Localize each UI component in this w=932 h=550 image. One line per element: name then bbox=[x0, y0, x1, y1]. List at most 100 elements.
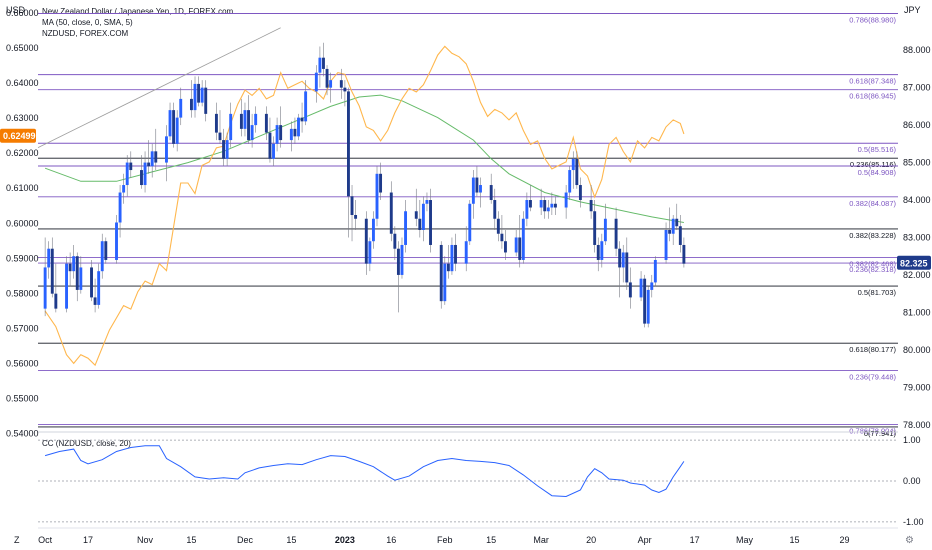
candle-body bbox=[172, 110, 176, 144]
candle-body bbox=[543, 200, 547, 212]
candle-body bbox=[489, 185, 493, 201]
candle-body bbox=[189, 98, 193, 111]
candle-body bbox=[247, 110, 250, 141]
fib-level-label: 0.236(79.448) bbox=[849, 373, 896, 382]
candle-body bbox=[539, 200, 543, 208]
candle-body bbox=[179, 98, 183, 118]
candle-body bbox=[621, 252, 625, 268]
right-axis-tick: 86.000 bbox=[903, 120, 931, 130]
candle-body bbox=[229, 113, 233, 141]
candle-body bbox=[272, 143, 275, 159]
candle-body bbox=[479, 185, 482, 193]
right-axis-tick: 83.000 bbox=[903, 232, 931, 242]
candle-body bbox=[343, 87, 347, 92]
fib-level-label: 0.786(88.980) bbox=[849, 15, 896, 24]
right-axis-tick: 88.000 bbox=[903, 45, 931, 55]
left-axis-tick: 0.62000 bbox=[6, 148, 39, 158]
candle-body bbox=[250, 125, 254, 141]
candle-body bbox=[347, 91, 350, 197]
candle-body bbox=[297, 117, 300, 137]
candle-body bbox=[675, 218, 679, 227]
fib-level-label: 0.618(80.177) bbox=[849, 345, 896, 354]
candle-body bbox=[75, 256, 79, 290]
candle-body bbox=[204, 87, 208, 114]
cc-series-line bbox=[44, 445, 685, 498]
settings-gear-icon[interactable]: ⚙ bbox=[905, 535, 914, 546]
candle-body bbox=[125, 162, 129, 186]
fib-level-label: 0.382(84.087) bbox=[849, 199, 896, 208]
candle-body bbox=[140, 170, 143, 186]
timezone-icon[interactable]: Z bbox=[14, 535, 20, 545]
left-axis-tick: 0.64000 bbox=[6, 78, 39, 88]
candle-body bbox=[268, 132, 272, 159]
x-axis-tick: Feb bbox=[437, 535, 453, 545]
candle-body bbox=[682, 244, 686, 264]
candle-body bbox=[450, 244, 454, 272]
candle-body bbox=[79, 267, 83, 290]
candle-body bbox=[97, 271, 101, 305]
fib-level-label: 0.5(85.516) bbox=[858, 145, 897, 154]
candle-body bbox=[222, 140, 226, 159]
candle-body bbox=[643, 278, 647, 324]
x-axis-tick: May bbox=[736, 535, 754, 545]
x-axis-tick: 17 bbox=[83, 535, 93, 545]
x-axis-tick: 15 bbox=[186, 535, 196, 545]
right-axis-unit: JPY bbox=[904, 5, 921, 15]
x-axis-tick: 15 bbox=[286, 535, 296, 545]
candle-body bbox=[300, 117, 304, 122]
candle-body bbox=[122, 185, 126, 193]
candle-body bbox=[68, 263, 72, 272]
right-axis-tick: 87.000 bbox=[903, 83, 931, 93]
candle-body bbox=[314, 72, 318, 92]
fib-level-label: 0.236(85.116) bbox=[850, 160, 897, 169]
candle-body bbox=[200, 87, 204, 103]
candle-body bbox=[72, 256, 76, 272]
candle-body bbox=[600, 241, 604, 260]
candle-body bbox=[90, 267, 93, 298]
right-current-value: 82.325 bbox=[900, 258, 928, 268]
candle-body bbox=[400, 244, 404, 275]
candle-body bbox=[514, 237, 518, 253]
x-axis-tick: Oct bbox=[38, 535, 53, 545]
x-axis-tick: 15 bbox=[790, 535, 800, 545]
candle-body bbox=[439, 244, 443, 302]
x-axis-tick: 15 bbox=[486, 535, 496, 545]
left-axis-tick: 0.63000 bbox=[6, 113, 39, 123]
candle-body bbox=[475, 177, 479, 193]
right-axis-tick: 80.000 bbox=[903, 345, 931, 355]
left-axis-tick: 0.59000 bbox=[6, 253, 39, 263]
candle-body bbox=[421, 203, 425, 230]
x-axis-tick: 20 bbox=[586, 535, 596, 545]
candle-body bbox=[446, 263, 450, 272]
left-axis-tick: 0.66000 bbox=[6, 8, 39, 18]
candle-body bbox=[568, 170, 572, 193]
candle-body bbox=[264, 113, 268, 133]
candle-body bbox=[175, 117, 179, 144]
left-axis-tick: 0.61000 bbox=[6, 183, 39, 193]
candle-body bbox=[293, 128, 297, 137]
right-axis-tick: 81.000 bbox=[903, 307, 931, 317]
ma-series-line bbox=[44, 94, 684, 223]
candle-body bbox=[193, 83, 197, 111]
candle-body bbox=[364, 218, 368, 264]
candle-body bbox=[639, 278, 643, 298]
fib-level-label: 0.618(87.348) bbox=[849, 77, 896, 86]
candle-body bbox=[614, 218, 618, 249]
x-axis-tick: Apr bbox=[638, 535, 652, 545]
candle-body bbox=[104, 241, 108, 260]
candle-body bbox=[589, 200, 593, 212]
candle-body bbox=[350, 196, 354, 216]
candle-body bbox=[578, 185, 582, 201]
fib-level-label: 0.618(86.945) bbox=[849, 92, 896, 101]
candle-body bbox=[571, 158, 575, 171]
candle-body bbox=[393, 233, 397, 249]
candle-body bbox=[318, 57, 322, 73]
fib-level-label: 0.5(81.703) bbox=[858, 288, 897, 297]
left-axis-tick: 0.65000 bbox=[6, 43, 39, 53]
cc-axis-tick: 0.00 bbox=[903, 476, 921, 486]
candle-body bbox=[100, 241, 104, 272]
legend-ma: MA (50, close, 0, SMA, 5) bbox=[42, 18, 133, 27]
trendline[interactable] bbox=[37, 27, 281, 148]
candle-body bbox=[429, 200, 432, 245]
